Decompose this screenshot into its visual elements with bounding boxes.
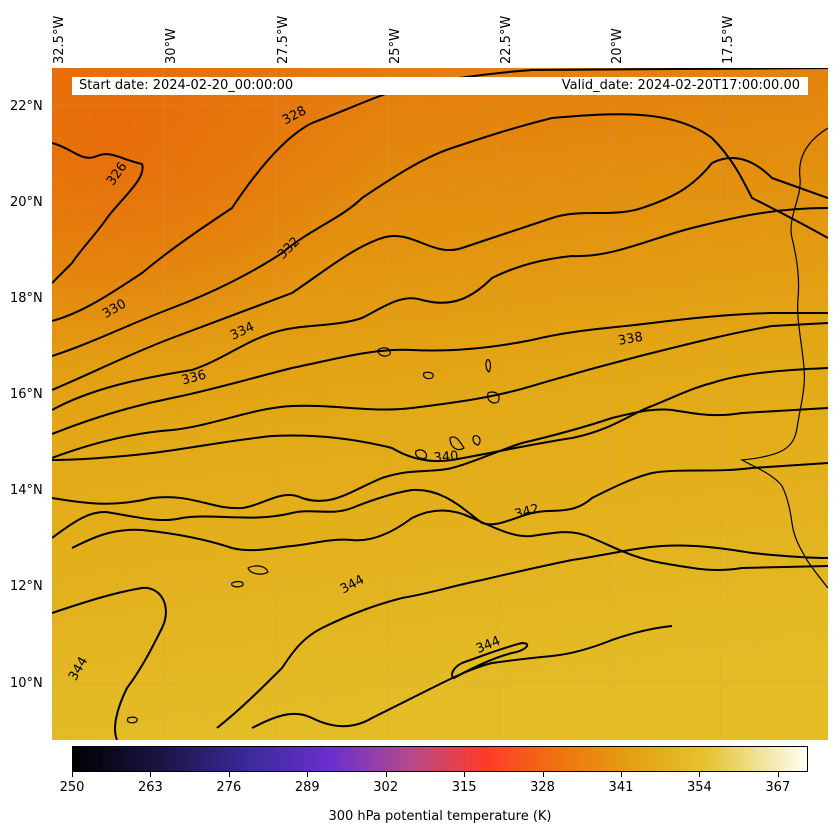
- contour-344c: [216, 544, 828, 729]
- colorbar-tick-label: 354: [686, 780, 712, 795]
- lat-label-20n: 20°N: [10, 195, 43, 210]
- lon-label-22-5w: 22.5°W: [499, 15, 514, 64]
- contour-344e: [251, 625, 673, 729]
- lat-label-14n: 14°N: [10, 483, 43, 498]
- contour-344b: [52, 586, 167, 740]
- lon-label-30w: 30°W: [164, 28, 179, 64]
- lon-label-27-5w: 27.5°W: [276, 15, 291, 64]
- contour-340: [52, 367, 828, 463]
- lat-label-18n: 18°N: [10, 291, 43, 306]
- cape-verde-island-5: [415, 449, 427, 460]
- contour-326: [52, 142, 144, 284]
- date-info-box: Start date: 2024-02-20_00:00:00 Valid_da…: [72, 77, 808, 95]
- colorbar-tickmark: [777, 772, 779, 777]
- colorbar-label: 300 hPa potential temperature (K): [328, 809, 552, 824]
- lon-label-17-5w: 17.5°W: [721, 15, 736, 64]
- lat-label-12n: 12°N: [10, 579, 43, 594]
- lon-label-20w: 20°W: [610, 28, 625, 64]
- contour-344d: [451, 642, 529, 679]
- colorbar-tick-label: 367: [765, 780, 791, 795]
- contour-338: [52, 322, 828, 459]
- lat-label-16n: 16°N: [10, 387, 43, 402]
- colorbar-tick-label: 328: [530, 780, 555, 795]
- colorbar-tickmark: [150, 772, 152, 777]
- coastlines: [126, 127, 828, 724]
- colorbar-gradient: [73, 747, 807, 771]
- colorbar-tickmark: [699, 772, 701, 777]
- contour-336: [52, 312, 828, 435]
- colorbar: [72, 746, 808, 772]
- potential-temperature-map[interactable]: [52, 68, 828, 740]
- contour-label: 340: [433, 448, 460, 466]
- cape-verde-island-3: [485, 359, 492, 373]
- lon-label-32-5w: 32.5°W: [52, 15, 67, 64]
- colorbar-tickmark: [385, 772, 387, 777]
- colorbar-tick-label: 289: [294, 780, 320, 795]
- colorbar-tick-label: 341: [608, 780, 634, 795]
- contour-332: [52, 157, 828, 391]
- colorbar-tick-label: 302: [373, 780, 399, 795]
- contour-342: [52, 407, 828, 510]
- isentropes: [52, 68, 828, 740]
- contour-344: [71, 509, 828, 572]
- cape-verde-island-2: [422, 371, 434, 380]
- cape-verde-island-7: [472, 435, 481, 446]
- colorbar-tickmark: [464, 772, 466, 777]
- start-date: Start date: 2024-02-20_00:00:00: [79, 78, 294, 93]
- small-islet-1: [247, 565, 269, 575]
- west-africa-coast: [740, 127, 828, 589]
- colorbar-tick-label: 276: [216, 780, 242, 795]
- lat-label-10n: 10°N: [10, 676, 43, 691]
- valid-date: Valid_date: 2024-02-20T17:00:00.00: [561, 78, 800, 93]
- colorbar-tickmark: [307, 772, 309, 777]
- cape-verde-island-4: [487, 391, 500, 404]
- colorbar-tick-label: 250: [59, 780, 85, 795]
- colorbar-tick-label: 315: [451, 780, 477, 795]
- contour-342b: [52, 462, 828, 539]
- contour-330: [52, 113, 828, 357]
- lat-label-22n: 22°N: [10, 99, 43, 114]
- colorbar-tickmark: [620, 772, 622, 777]
- colorbar-tickmark: [228, 772, 230, 777]
- colorbar-tickmark: [542, 772, 544, 777]
- colorbar-tickmark: [72, 772, 73, 777]
- cape-verde-island-1: [377, 347, 391, 357]
- cape-verde-island-6: [449, 436, 465, 451]
- lon-label-25w: 25°W: [388, 28, 403, 64]
- contour-334: [52, 207, 828, 411]
- small-islet-2: [231, 580, 244, 588]
- small-islet-3: [126, 716, 138, 724]
- colorbar-tick-label: 263: [138, 780, 163, 795]
